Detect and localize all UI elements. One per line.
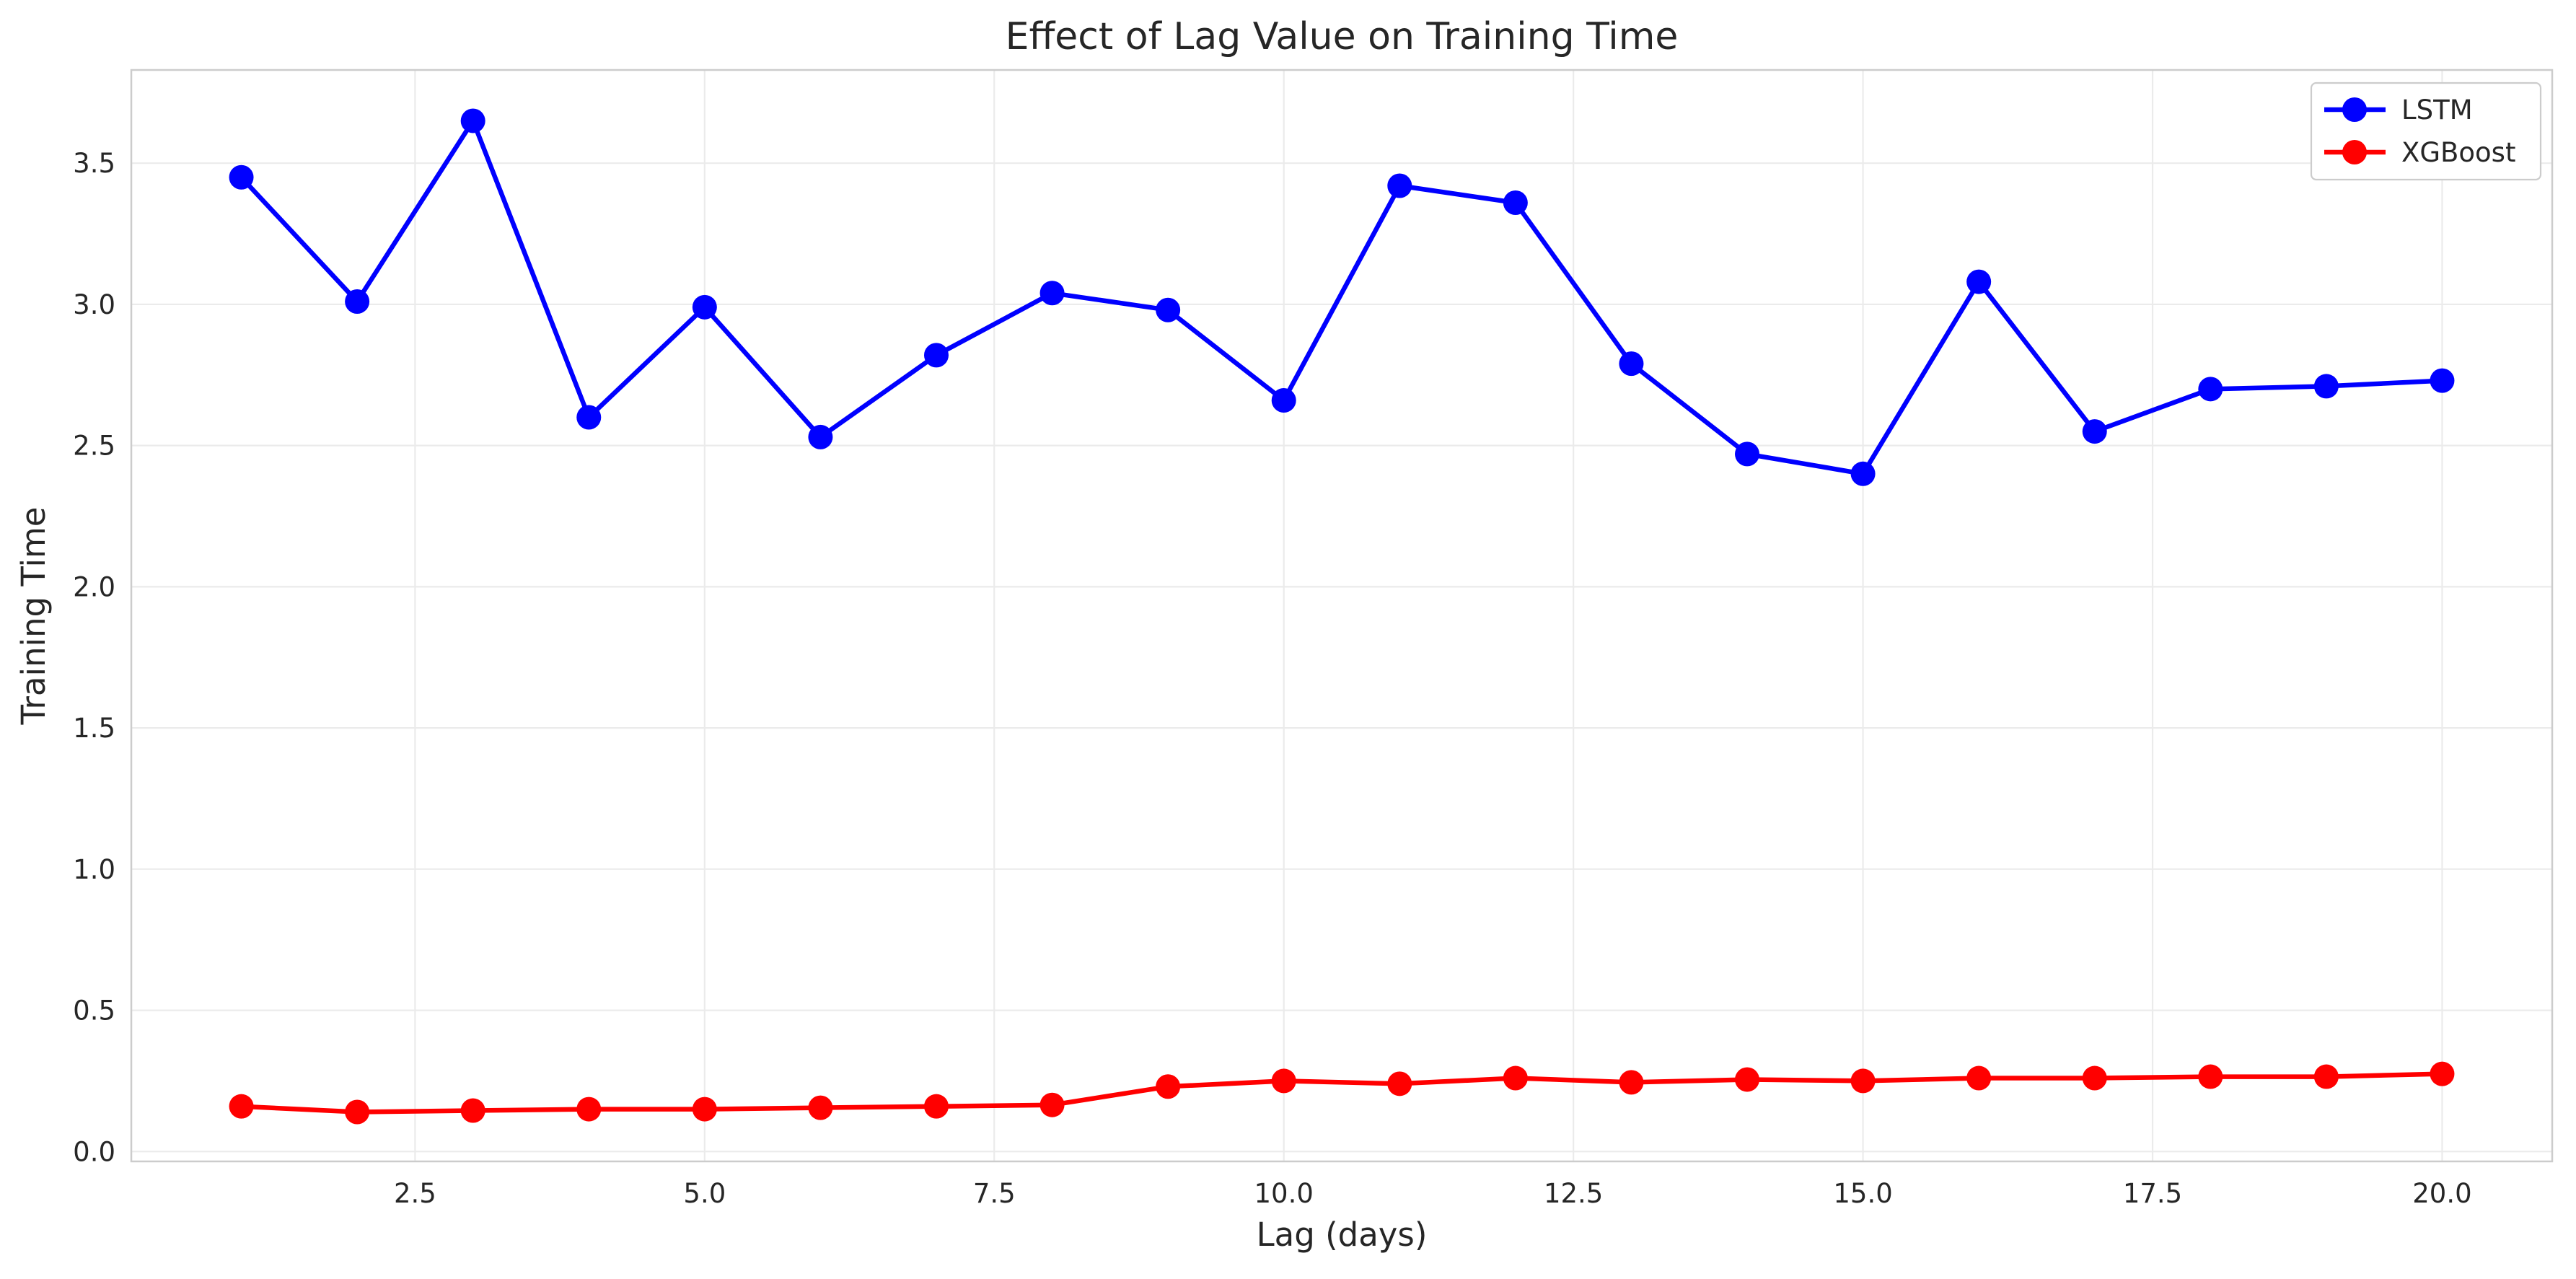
y-tick-label: 2.5 (73, 431, 115, 462)
data-point (1387, 1071, 1412, 1096)
data-point (1271, 388, 1296, 413)
data-point (2313, 1064, 2339, 1089)
x-tick-label: 5.0 (683, 1178, 726, 1209)
data-point (2082, 419, 2107, 444)
legend-marker (2342, 140, 2367, 164)
x-tick-label: 7.5 (973, 1178, 1016, 1209)
data-point (345, 289, 370, 314)
y-tick-label: 1.5 (73, 713, 115, 744)
grid (131, 70, 2552, 1161)
data-point (345, 1099, 370, 1125)
data-point (1271, 1068, 1296, 1094)
data-point (1387, 173, 1412, 198)
series-xgboost (229, 1061, 2455, 1125)
data-point (1503, 1065, 1528, 1091)
x-tick-label: 10.0 (1254, 1178, 1314, 1209)
x-tick-label: 2.5 (394, 1178, 436, 1209)
data-point (1503, 190, 1528, 215)
data-point (1966, 269, 1992, 294)
tick-labels: 2.5 5.0 7.5 10.0 12.5 15.0 17.5 20.0 0.0 0.5 1.0 1.… (73, 148, 2471, 1209)
legend-box (2310, 82, 2542, 181)
data-point (1966, 1065, 1992, 1091)
data-point (692, 1096, 717, 1122)
data-point (923, 343, 949, 368)
data-point (1735, 441, 1760, 467)
data-point (2082, 1065, 2107, 1091)
legend-marker (2342, 97, 2367, 122)
data-point (576, 1096, 602, 1122)
legend-item-lstm: LSTM (2324, 95, 2473, 126)
y-tick-label: 0.5 (73, 995, 115, 1027)
legend: LSTM XGBoost (2310, 82, 2542, 181)
series-layer (229, 108, 2455, 1125)
data-point (808, 1095, 833, 1120)
y-tick-label: 1.0 (73, 854, 115, 885)
data-point (229, 164, 254, 190)
data-point (808, 424, 833, 449)
legend-label: LSTM (2401, 95, 2473, 126)
data-point (2198, 1064, 2223, 1089)
data-point (1156, 297, 1181, 322)
chart-title: Effect of Lag Value on Training Time (1006, 15, 1679, 58)
data-point (2198, 377, 2223, 402)
data-point (576, 405, 602, 430)
y-tick-label: 3.5 (73, 148, 115, 179)
legend-label: XGBoost (2401, 137, 2515, 168)
y-tick-label: 2.0 (73, 571, 115, 602)
y-tick-label: 0.0 (73, 1136, 115, 1167)
data-point (2313, 374, 2339, 399)
data-point (1735, 1067, 1760, 1092)
x-tick-label: 20.0 (2412, 1178, 2471, 1209)
data-point (2430, 368, 2455, 393)
data-point (229, 1094, 254, 1119)
data-point (692, 294, 717, 320)
x-tick-label: 17.5 (2123, 1178, 2182, 1209)
x-axis-title: Lag (days) (1257, 1216, 1428, 1254)
data-point (1850, 1068, 1876, 1094)
y-axis-title: Training Time (14, 507, 53, 726)
data-point (1619, 351, 1644, 377)
legend-item-xgboost: XGBoost (2324, 137, 2515, 168)
plot-area-frame (130, 69, 2554, 1163)
data-point (1619, 1070, 1644, 1095)
series-line (239, 1071, 2445, 1115)
x-tick-label: 15.0 (1833, 1178, 1892, 1209)
y-tick-label: 3.0 (73, 289, 115, 320)
data-point (1156, 1074, 1181, 1099)
data-point (1850, 461, 1876, 486)
series-lstm (229, 108, 2455, 486)
data-point (1039, 1092, 1065, 1117)
data-point (2430, 1061, 2455, 1086)
data-point (923, 1094, 949, 1119)
x-tick-label: 12.5 (1544, 1178, 1603, 1209)
data-point (460, 108, 485, 133)
data-point (460, 1098, 485, 1123)
data-point (1039, 281, 1065, 306)
series-line (239, 118, 2445, 477)
